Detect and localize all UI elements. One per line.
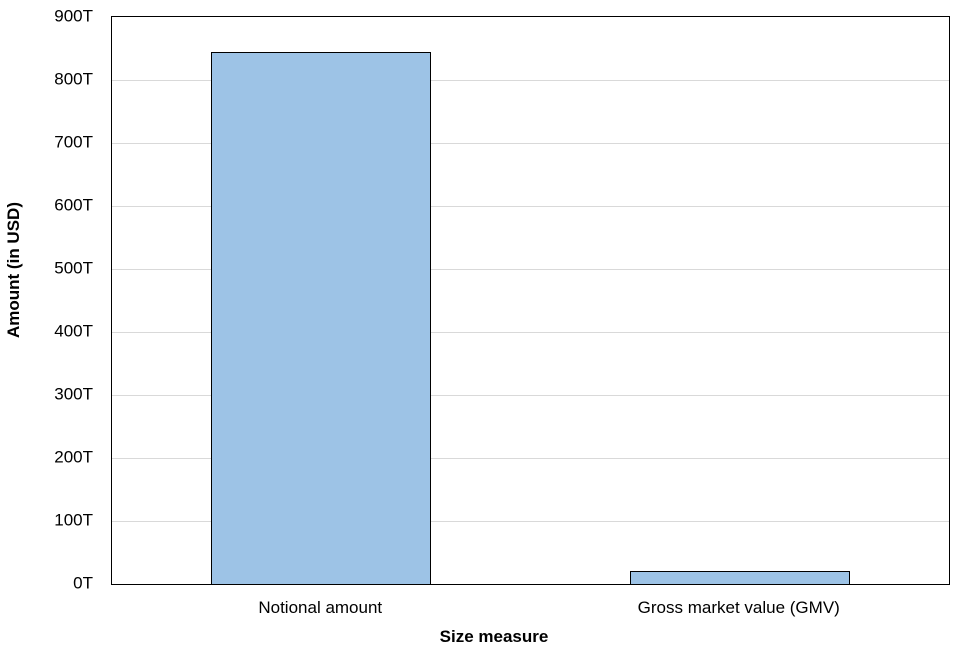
gridline <box>112 521 949 522</box>
y-tick-label: 400T <box>54 321 93 341</box>
y-tick-label: 100T <box>54 510 93 530</box>
y-axis-title: Amount (in USD) <box>4 202 23 338</box>
y-tick-label: 300T <box>54 384 93 404</box>
x-category-label-gross-market-value-gmv: Gross market value (GMV) <box>637 598 840 617</box>
bar-notional-amount <box>211 51 432 584</box>
y-tick-label: 900T <box>54 6 93 26</box>
gridline <box>112 143 949 144</box>
y-tick-label: 0T <box>73 573 93 593</box>
y-tick-label: 500T <box>54 258 93 278</box>
y-tick-label: 800T <box>54 69 93 89</box>
x-axis-title: Size measure <box>439 627 549 646</box>
gridline <box>112 458 949 459</box>
gridline <box>112 80 949 81</box>
y-tick-label: 200T <box>54 447 93 467</box>
y-tick-label: 700T <box>54 132 93 152</box>
x-category-label-notional-amount: Notional amount <box>258 598 383 617</box>
gridline <box>112 332 949 333</box>
bar-gross-market-value-gmv <box>629 571 850 584</box>
plot-area <box>111 16 950 585</box>
gridline <box>112 269 949 270</box>
gridline <box>112 395 949 396</box>
gridline <box>112 206 949 207</box>
y-tick-label: 600T <box>54 195 93 215</box>
